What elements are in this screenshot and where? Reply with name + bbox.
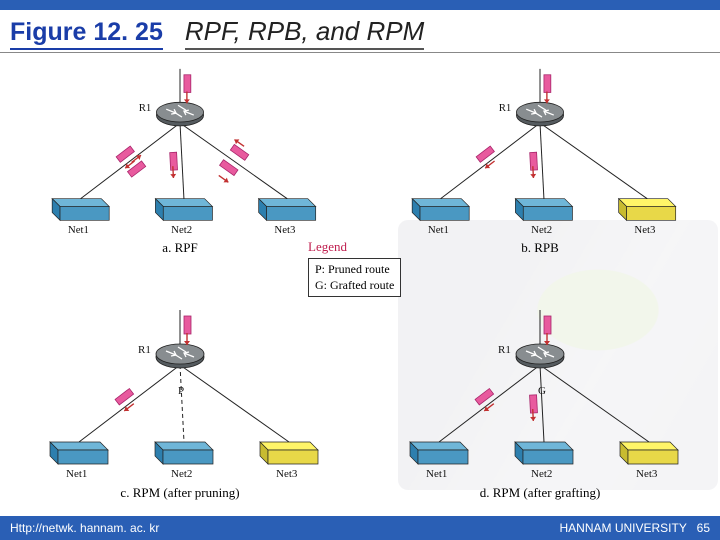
svg-text:R1: R1 (139, 102, 152, 114)
svg-text:Net2: Net2 (531, 224, 552, 236)
svg-text:P: P (178, 385, 184, 397)
figure-number: Figure 12. 25 (10, 18, 163, 50)
panel-a: R1 Net1 Net2 Net3 (30, 61, 330, 256)
footer: Http://netwk. hannam. ac. kr HANNAM UNIV… (0, 516, 720, 540)
page-number: 65 (697, 521, 710, 535)
legend-entry: G: Grafted route (315, 278, 394, 294)
legend-entries: P: Pruned route G: Grafted route (308, 258, 401, 297)
svg-text:Net2: Net2 (531, 468, 552, 480)
svg-text:R1: R1 (138, 344, 151, 356)
panel-d: R1 Net1 Net2 Net3 G d (390, 301, 690, 501)
svg-text:G: G (538, 385, 546, 397)
footer-university: HANNAM UNIVERSITY (559, 521, 686, 535)
svg-text:Net3: Net3 (274, 224, 295, 236)
svg-text:Net3: Net3 (636, 468, 658, 480)
svg-text:Net3: Net3 (276, 468, 298, 480)
panel-d-svg: R1 Net1 Net2 Net3 G (390, 301, 690, 483)
panel-c-svg: R1 Net1 Net2 Net3 P (30, 301, 330, 483)
svg-text:R1: R1 (499, 102, 512, 114)
panel-d-caption: d. RPM (after grafting) (390, 485, 690, 501)
panel-b-svg: R1 Net1 Net2 Net3 (390, 61, 690, 238)
top-accent-bar (0, 0, 720, 10)
svg-text:Net1: Net1 (426, 468, 447, 480)
panel-a-svg: R1 Net1 Net2 Net3 (30, 61, 330, 238)
figure-title: RPF, RPB, and RPM (185, 16, 424, 50)
legend-entry: P: Pruned route (315, 262, 394, 278)
panel-b-caption: b. RPB (390, 240, 690, 256)
svg-text:Net1: Net1 (68, 224, 89, 236)
panel-a-caption: a. RPF (30, 240, 330, 256)
svg-text:Net1: Net1 (428, 224, 449, 236)
svg-text:Net3: Net3 (634, 224, 655, 236)
panel-c: R1 Net1 Net2 Net3 P c. RPM (after prunin… (30, 301, 330, 501)
title-row: Figure 12. 25 RPF, RPB, and RPM (0, 10, 720, 53)
panel-b: R1 Net1 Net2 Net3 b. (390, 61, 690, 256)
svg-text:Net2: Net2 (171, 224, 192, 236)
svg-text:Net2: Net2 (171, 468, 192, 480)
svg-text:R1: R1 (498, 344, 511, 356)
panel-c-caption: c. RPM (after pruning) (30, 485, 330, 501)
legend-title: Legend (308, 239, 401, 255)
legend: Legend P: Pruned route G: Grafted route (308, 239, 401, 297)
footer-url: Http://netwk. hannam. ac. kr (10, 521, 159, 535)
svg-text:Net1: Net1 (66, 468, 87, 480)
